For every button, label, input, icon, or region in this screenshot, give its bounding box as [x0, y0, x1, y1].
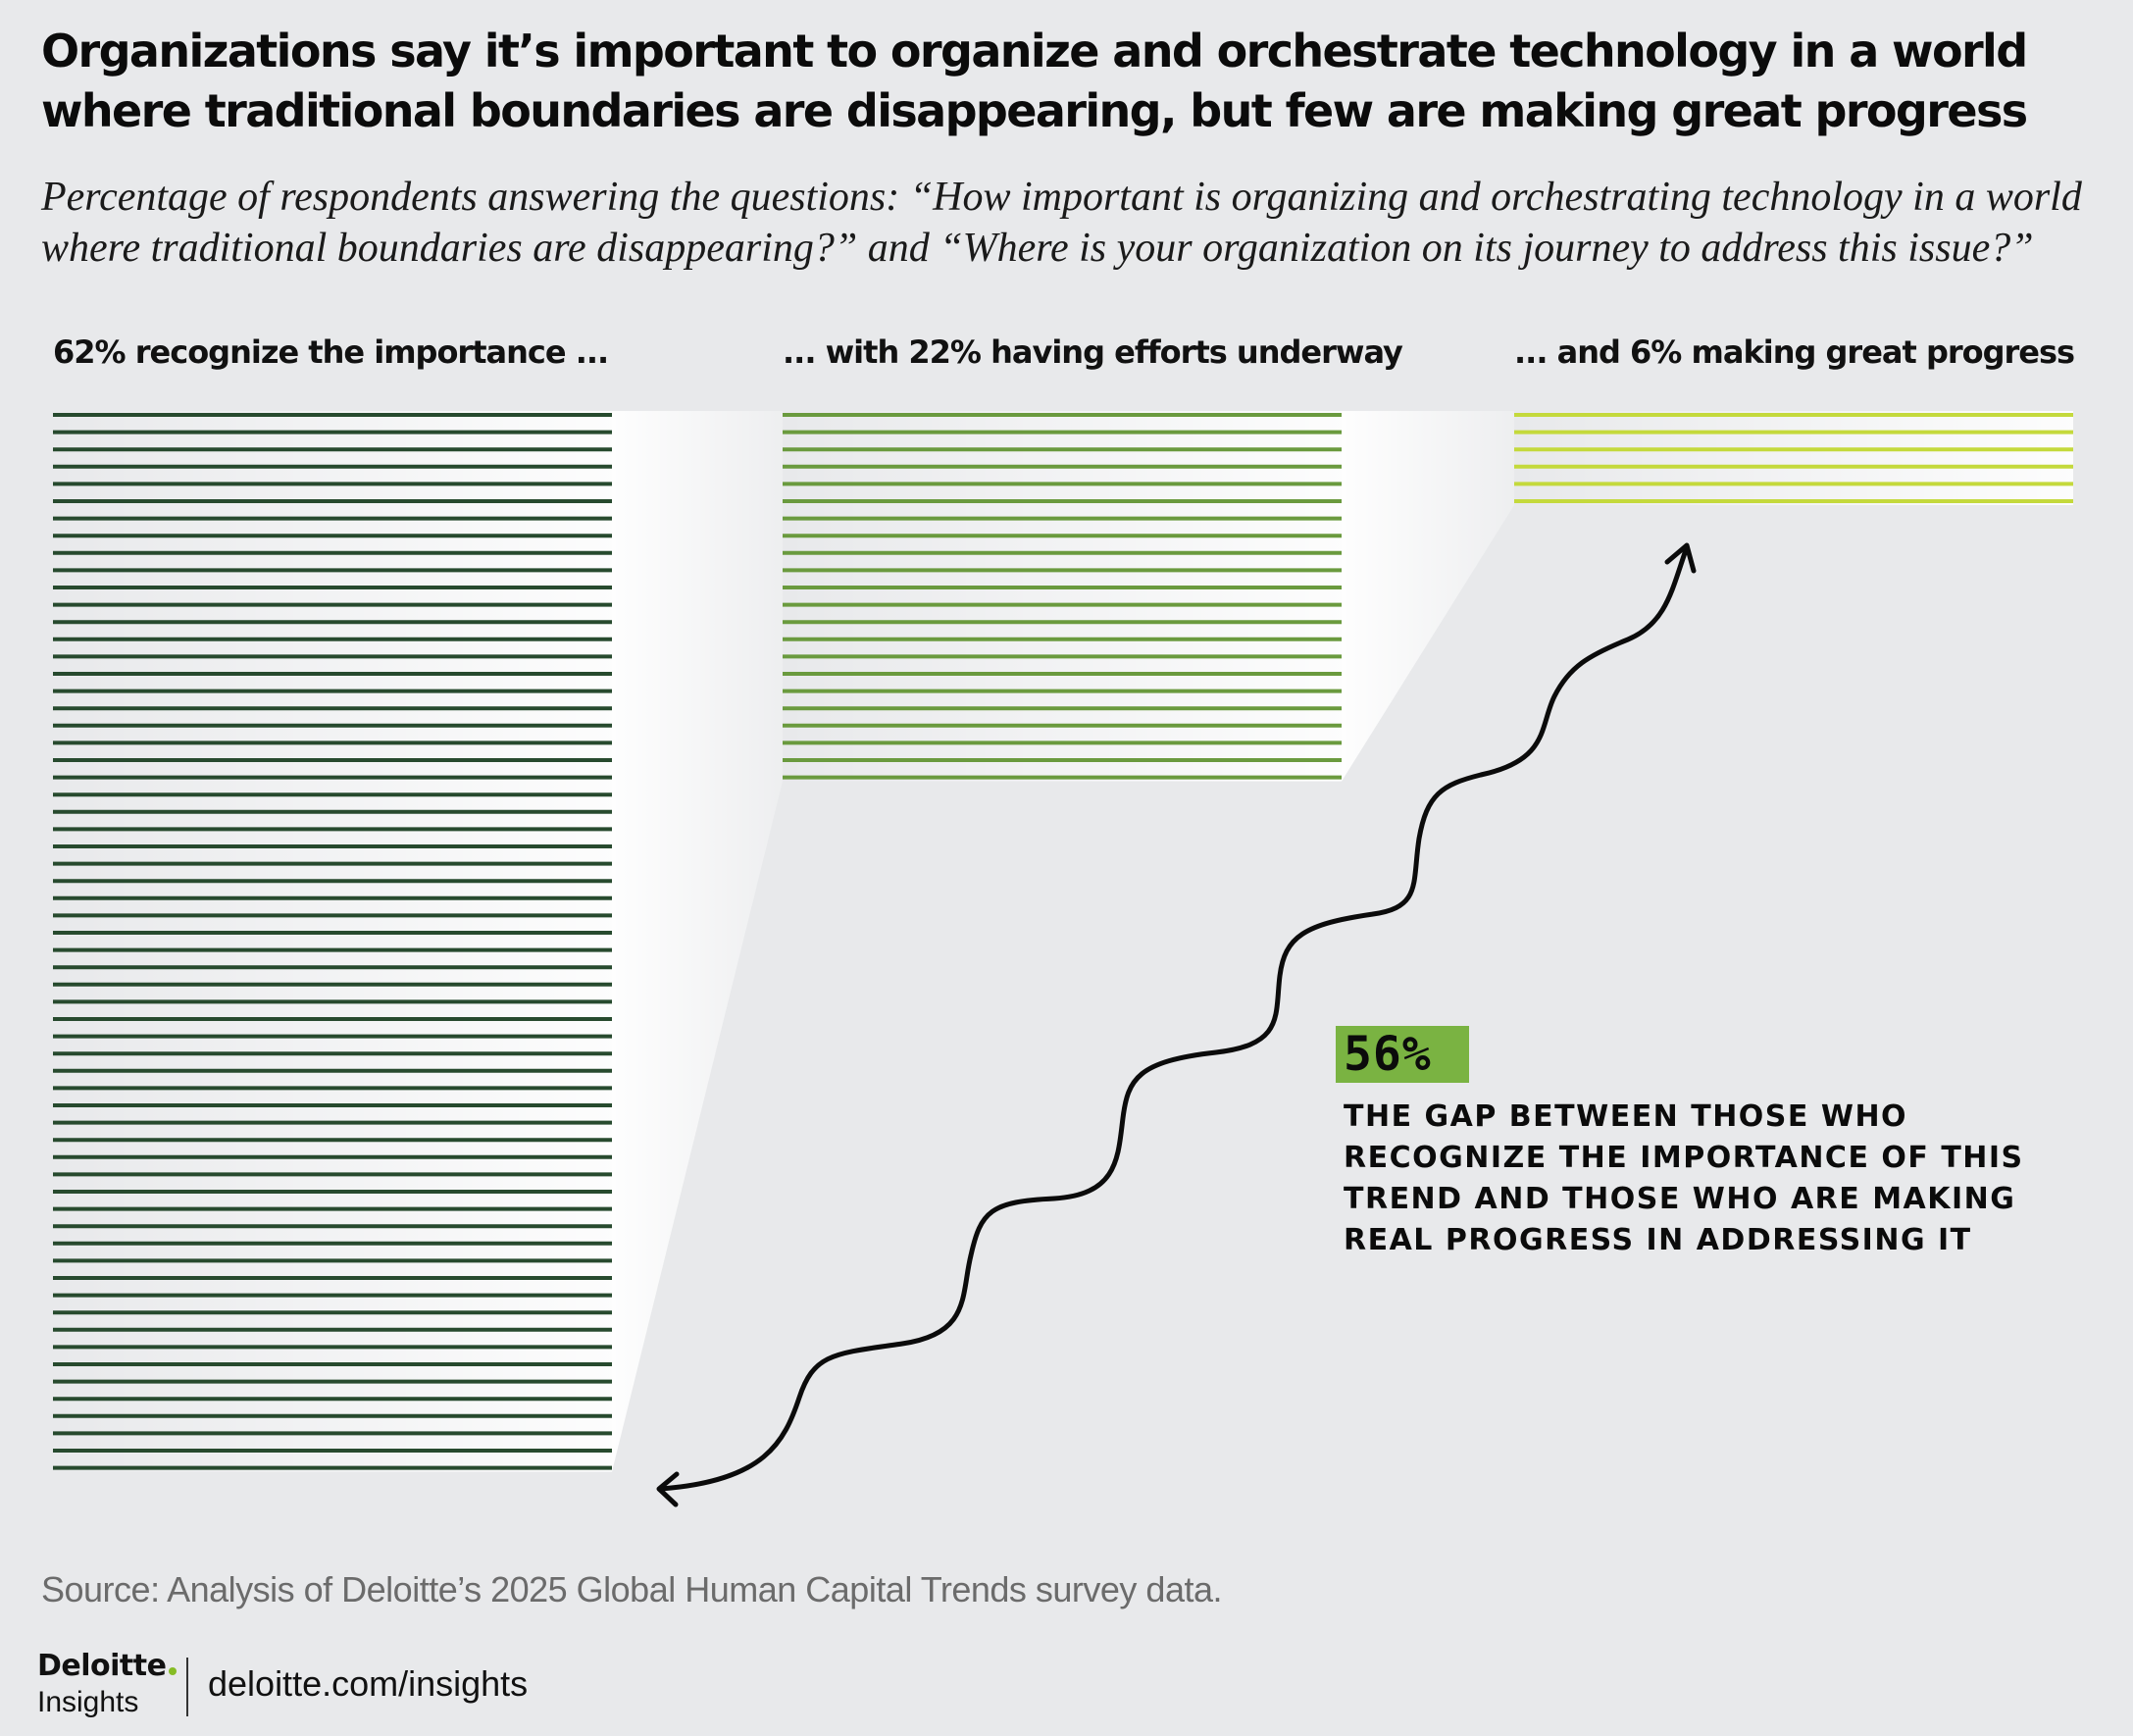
- gap-highlight: [1336, 1026, 1469, 1083]
- column-label-progress: ... and 6% making great progress: [1514, 333, 2075, 371]
- bar-background-2: [783, 411, 1342, 782]
- bar-lines: [53, 411, 2073, 1472]
- brand-name: Deloitte: [37, 1649, 167, 1683]
- gap-arrow-icon: [658, 544, 1690, 1492]
- gap-value: 56%: [1344, 1027, 1432, 1082]
- chart-subtitle: Percentage of respondents answering the …: [41, 175, 2082, 271]
- connector-wedge-2: [1342, 411, 1514, 782]
- deloitte-logo[interactable]: Deloitte Insights: [37, 1649, 178, 1718]
- connector-wedges: [612, 411, 1514, 1472]
- brand-dot-icon: [169, 1667, 178, 1675]
- gap-description: The gap between those who recognize the …: [1344, 1099, 2024, 1257]
- bar-background-3: [1514, 411, 2073, 505]
- source-note: Source: Analysis of Deloitte’s 2025 Glob…: [41, 1569, 1223, 1609]
- footer-divider: [186, 1658, 188, 1716]
- column-label-underway: ... with 22% having efforts underway: [783, 333, 1403, 371]
- chart-title: Organizations say it’s important to orga…: [41, 25, 2028, 137]
- arrow-head-bottom-icon: [656, 1471, 680, 1507]
- site-link[interactable]: deloitte.com/insights: [208, 1663, 529, 1704]
- arrow-head-top-icon: [1664, 542, 1697, 574]
- column-label-importance: 62% recognize the importance ...: [53, 333, 609, 371]
- connector-wedge-1: [612, 411, 783, 1472]
- brand-sub: Insights: [37, 1686, 139, 1718]
